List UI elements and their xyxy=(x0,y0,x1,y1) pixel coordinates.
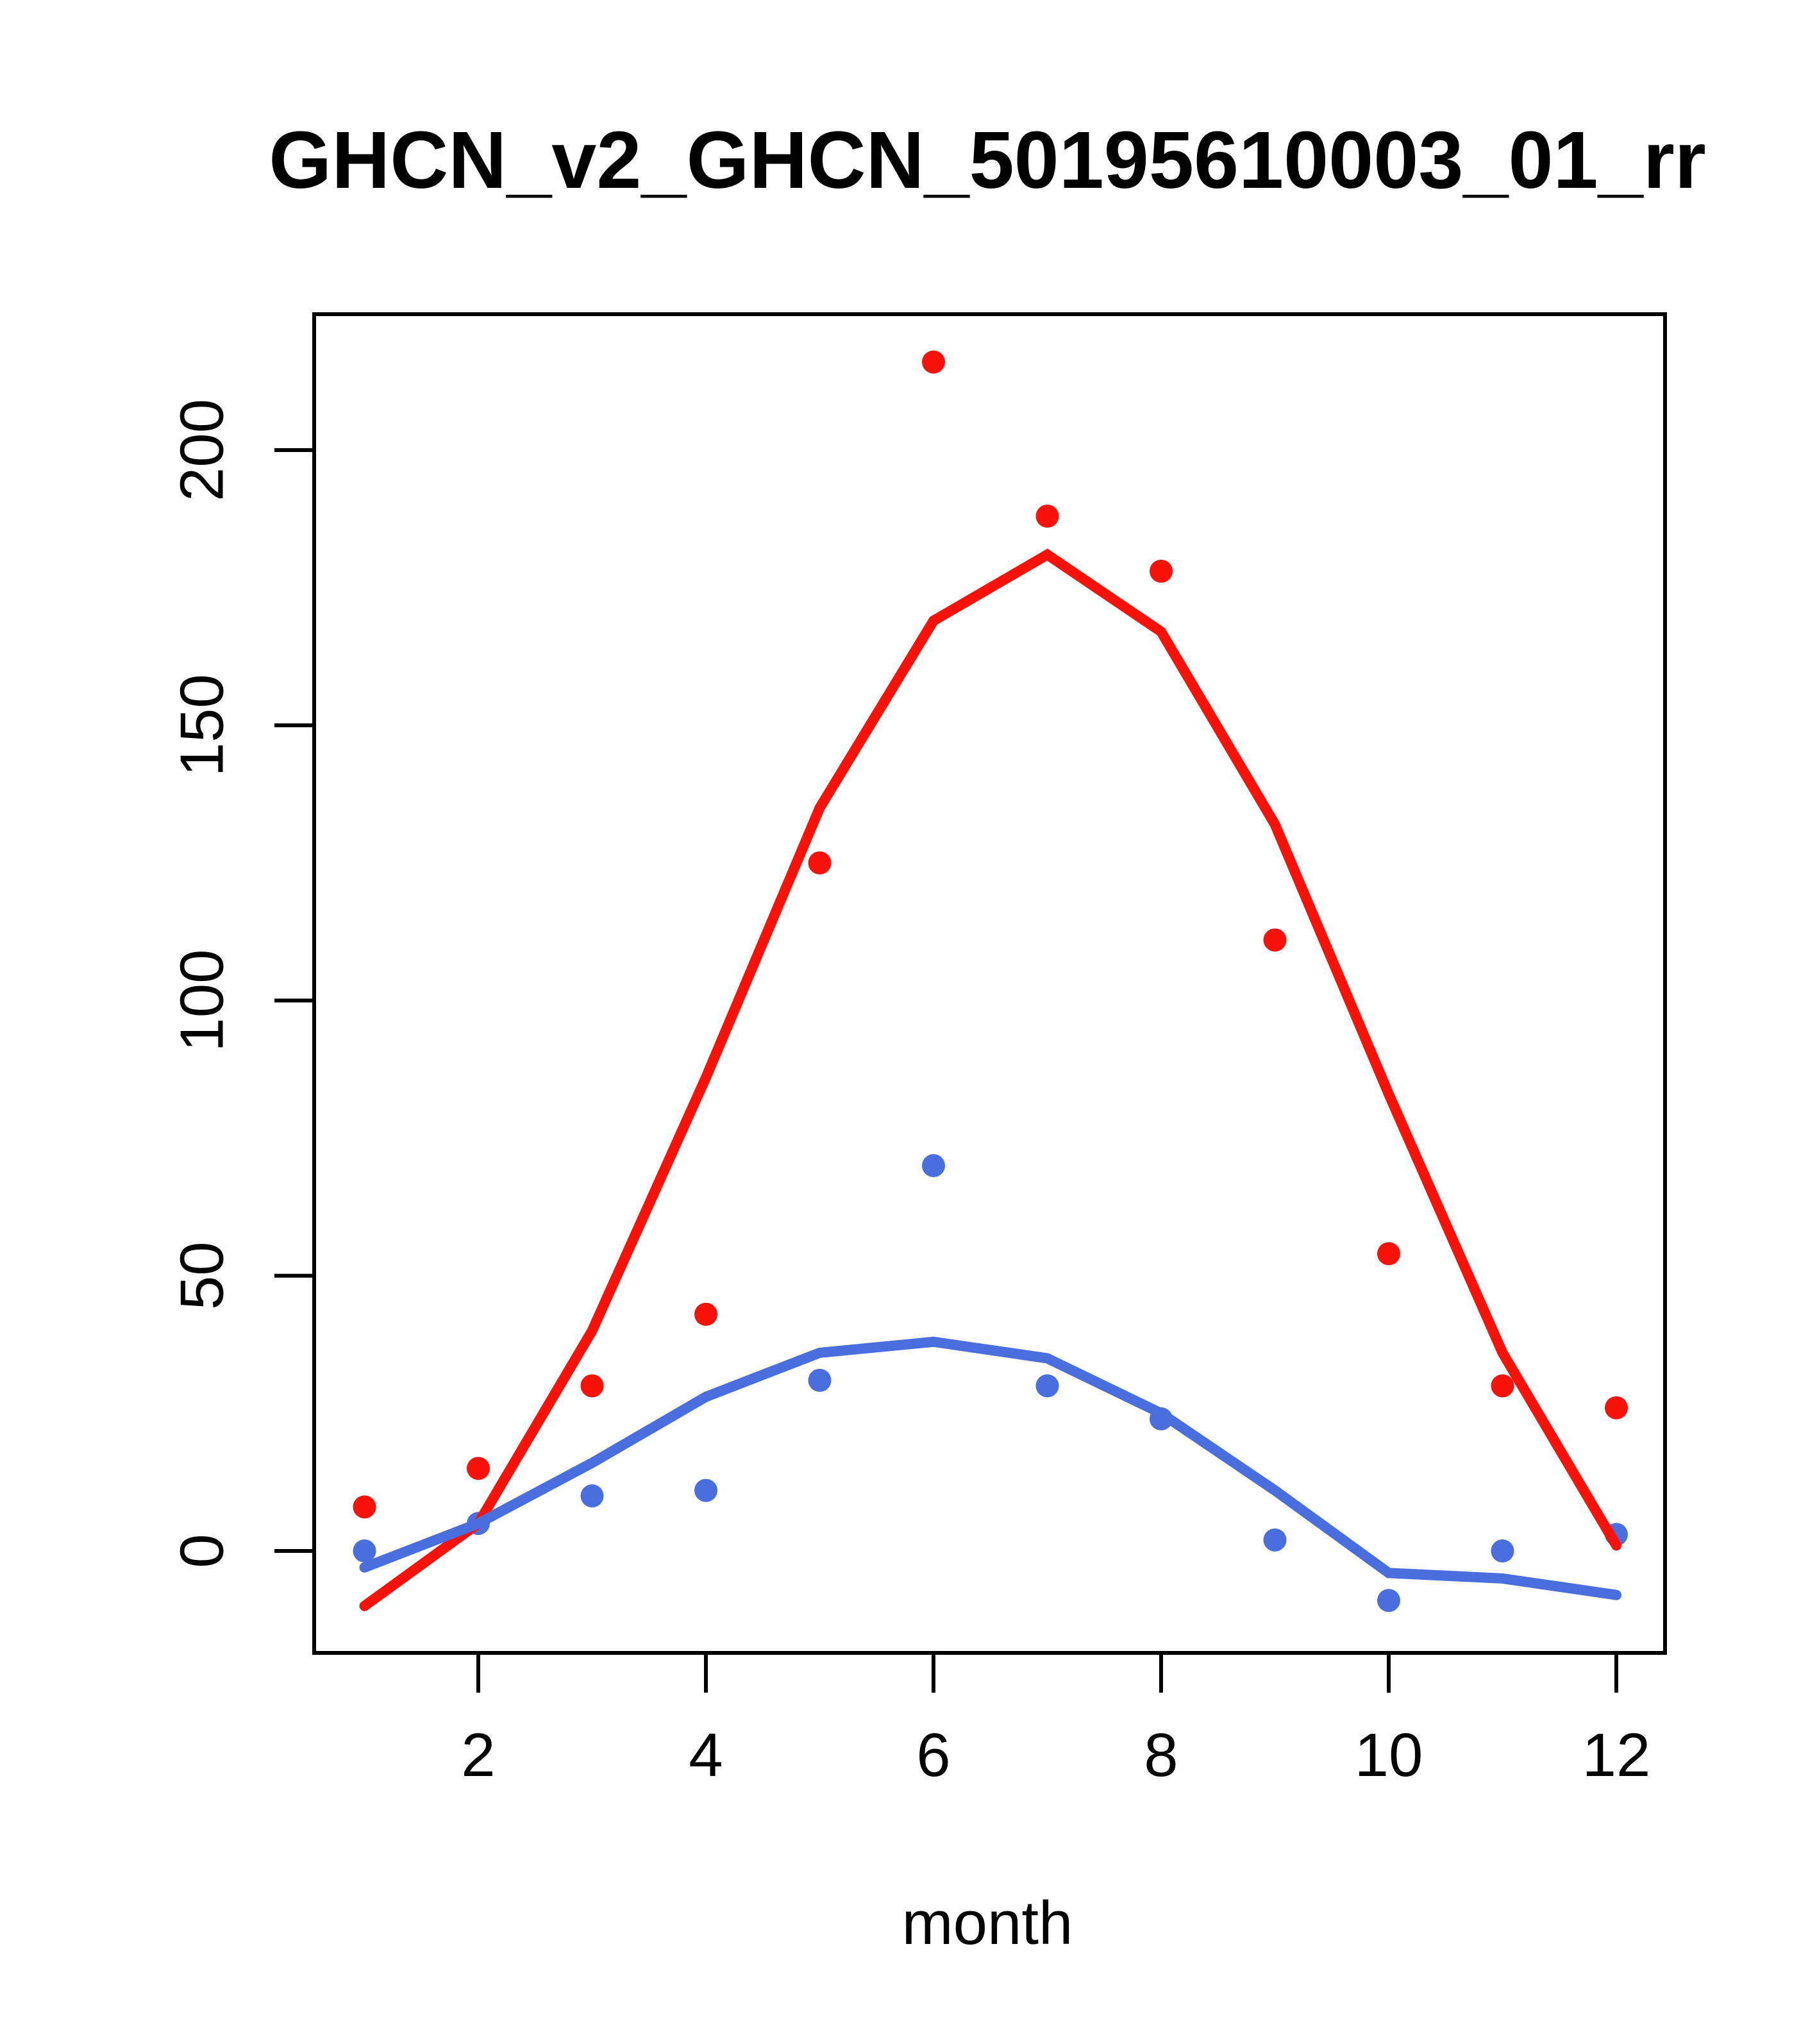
red-observations-point xyxy=(808,851,832,875)
x-tick-label: 4 xyxy=(689,1721,723,1789)
red-observations-point xyxy=(694,1302,717,1326)
blue-observations-point xyxy=(1491,1539,1514,1562)
data-series xyxy=(353,350,1628,1613)
x-tick-label: 12 xyxy=(1582,1721,1651,1789)
y-tick-label: 0 xyxy=(168,1534,237,1568)
plot-frame xyxy=(312,312,1667,1655)
blue-observations-point xyxy=(580,1484,604,1508)
red-observations-point xyxy=(580,1374,604,1398)
red-observations-point xyxy=(1263,928,1287,952)
x-tick-label: 2 xyxy=(461,1721,495,1789)
x-tick-label: 8 xyxy=(1144,1721,1178,1789)
x-tick-label: 6 xyxy=(916,1721,950,1789)
red-lowess-fit-curve xyxy=(359,548,1621,1611)
x-tick-label: 10 xyxy=(1355,1721,1423,1789)
y-tick-label: 50 xyxy=(168,1241,237,1310)
red-observations-point xyxy=(467,1457,490,1480)
y-tick-label: 150 xyxy=(168,674,237,776)
red-observations-point xyxy=(922,350,945,374)
blue-observations-point xyxy=(1377,1589,1400,1613)
blue-observations-point xyxy=(1263,1528,1287,1552)
y-tick-label: 200 xyxy=(168,399,237,501)
red-observations-point xyxy=(1491,1374,1514,1398)
red-observations-point xyxy=(1377,1242,1400,1266)
x-axis-label: month xyxy=(902,1889,1073,1957)
red-observations-point xyxy=(1150,559,1173,583)
red-observations xyxy=(353,350,1628,1519)
y-axis: 0 50 100 150 200 xyxy=(168,399,314,1568)
blue-observations-point xyxy=(694,1479,717,1502)
blue-observations-point xyxy=(808,1368,832,1392)
chart-title: GHCN_v2_GHCN_50195610003_01_rr xyxy=(269,115,1706,205)
blue-observations-point xyxy=(353,1539,376,1562)
red-observations-point xyxy=(1035,505,1059,528)
red-observations-point xyxy=(1605,1396,1628,1420)
blue-observations-point xyxy=(1035,1374,1059,1398)
blue-observations-point xyxy=(922,1154,945,1178)
red-observations-point xyxy=(353,1495,376,1519)
blue-lowess-fit-curve xyxy=(359,1336,1621,1600)
x-axis: 2 4 6 8 10 12 xyxy=(461,1653,1650,1789)
y-tick-label: 100 xyxy=(168,949,237,1051)
blue-observations xyxy=(353,1154,1628,1613)
